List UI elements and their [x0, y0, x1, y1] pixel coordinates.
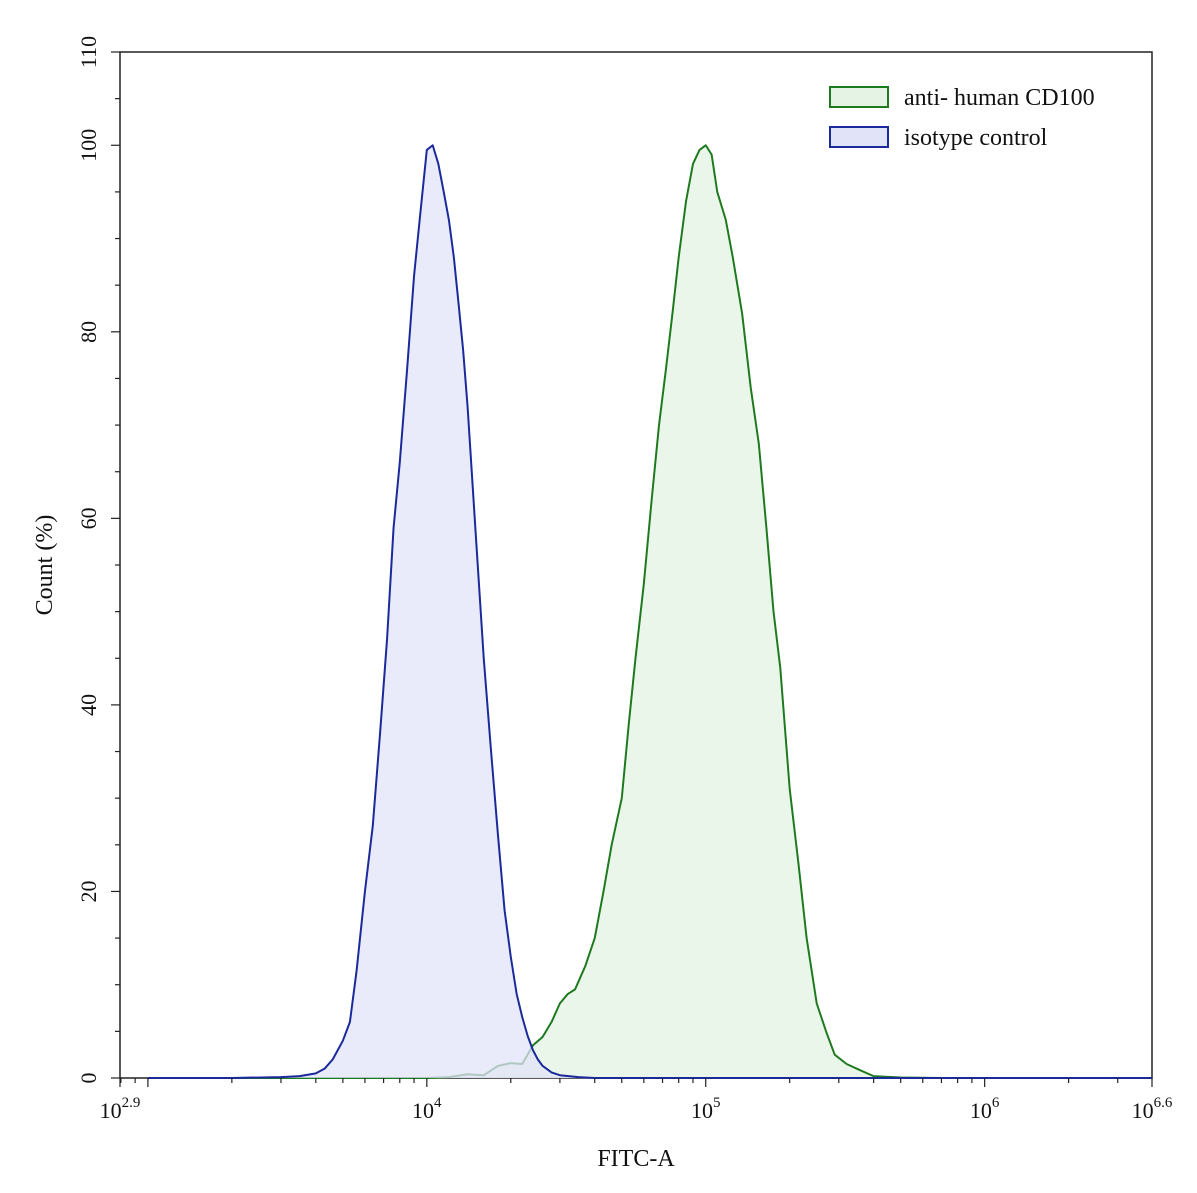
x-axis-title: FITC-A — [597, 1146, 675, 1172]
series-layer — [147, 144, 1153, 1079]
x-tick-label: 105 — [691, 1095, 721, 1123]
legend-swatch-isotype-control — [829, 126, 889, 148]
x-tick-label: 104 — [412, 1095, 442, 1123]
series-line-isotype-control — [147, 144, 1152, 1079]
legend: anti- human CD100 isotype control — [829, 85, 1095, 151]
y-axis-title: Count (%) — [32, 515, 58, 616]
series-area-isotype-control — [147, 145, 1152, 1078]
x-axis: 102.9 104 105 106 106.6 — [100, 1078, 1173, 1123]
y-tick-label: 110 — [76, 36, 101, 68]
legend-swatch-anti-human-cd100 — [829, 86, 889, 108]
y-tick-label: 60 — [76, 507, 101, 529]
legend-label-anti-human-cd100: anti- human CD100 — [904, 85, 1095, 111]
y-tick-label: 100 — [76, 129, 101, 162]
y-tick-label: 80 — [76, 321, 101, 343]
x-tick-label: 106 — [970, 1095, 1000, 1123]
legend-label-isotype-control: isotype control — [904, 125, 1048, 151]
y-tick-label: 40 — [76, 694, 101, 716]
x-tick-label: 106.6 — [1132, 1095, 1173, 1123]
y-tick-label: 20 — [76, 880, 101, 902]
y-axis: 0 20 40 60 80 100 110 — [76, 36, 120, 1084]
y-tick-label: 0 — [76, 1073, 101, 1084]
series-line-anti-human-cd100 — [231, 144, 1152, 1079]
x-tick-label: 102.9 — [100, 1095, 141, 1123]
series-area-anti-human-cd100 — [231, 145, 1153, 1078]
